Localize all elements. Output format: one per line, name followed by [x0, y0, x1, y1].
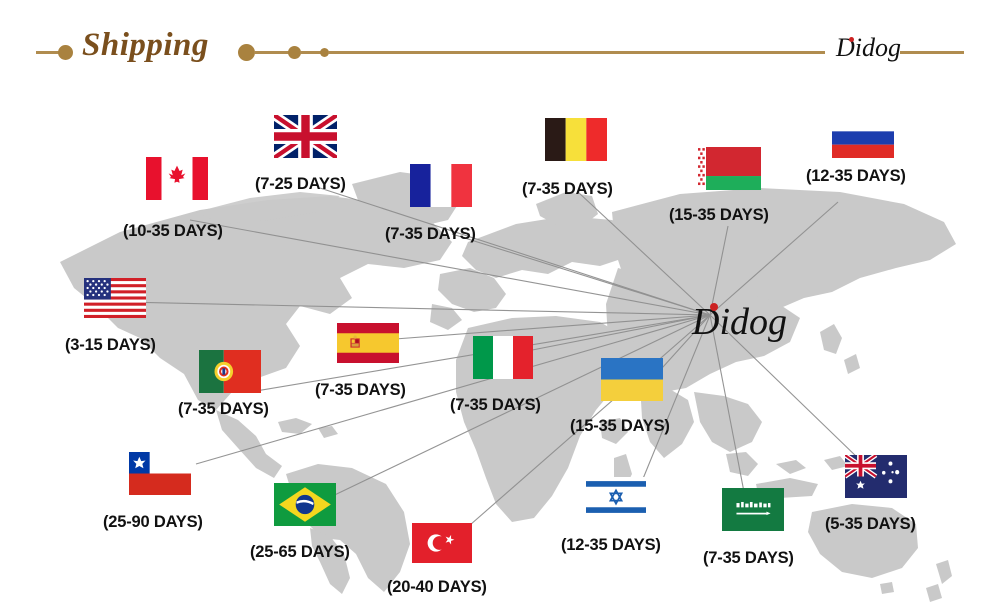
flag-chile — [129, 452, 191, 495]
days-label-brazil: (25-65 DAYS) — [250, 543, 350, 561]
flag-united-kingdom — [274, 115, 337, 158]
flag-canada — [146, 157, 208, 200]
days-label-portugal: (7-35 DAYS) — [178, 400, 269, 418]
route-line-belgium — [577, 191, 711, 316]
hub-accent-dot — [710, 303, 718, 311]
header-rule-mid-2 — [300, 51, 324, 54]
days-label-israel: (12-35 DAYS) — [561, 536, 661, 554]
flag-italy — [473, 336, 533, 379]
route-line-usa — [123, 301, 711, 316]
route-line-italy — [511, 314, 711, 355]
header-dot-2 — [238, 44, 255, 61]
days-label-belgium: (7-35 DAYS) — [522, 180, 613, 198]
days-label-saudi-arabia: (7-35 DAYS) — [703, 549, 794, 567]
flag-israel — [586, 477, 646, 517]
flag-brazil — [274, 483, 336, 526]
route-line-russia — [709, 201, 839, 316]
brand-logo-text: Didog — [836, 33, 901, 62]
flag-australia — [845, 455, 907, 498]
flag-france — [410, 164, 472, 207]
flag-turkey — [412, 523, 472, 563]
route-line-chile — [195, 314, 711, 465]
brand-logo: Didog — [836, 33, 901, 63]
route-line-israel — [639, 314, 711, 487]
hub-brand-text: Didog — [691, 301, 787, 343]
days-label-ukraine: (15-35 DAYS) — [570, 417, 670, 435]
days-label-spain: (7-35 DAYS) — [315, 381, 406, 399]
days-label-italy: (7-35 DAYS) — [450, 396, 541, 414]
page-title: Shipping — [82, 27, 209, 63]
days-label-france: (7-35 DAYS) — [385, 225, 476, 243]
header-rule-long — [328, 51, 825, 54]
flag-saudi-arabia — [722, 488, 784, 531]
header-dot-4 — [320, 48, 329, 57]
flag-ukraine — [601, 358, 663, 401]
route-line-saudi — [709, 314, 745, 493]
route-line-uk — [319, 187, 711, 316]
flag-belgium — [545, 118, 607, 161]
header-rule-mid-1 — [254, 51, 292, 54]
map-hub-marker: Didog — [691, 301, 787, 343]
days-label-united-kingdom: (7-25 DAYS) — [255, 175, 346, 193]
days-label-russia: (12-35 DAYS) — [806, 167, 906, 185]
header-dot-1 — [58, 45, 73, 60]
route-line-spain — [381, 314, 711, 341]
route-line-belarus — [709, 225, 729, 316]
header-rule-right — [900, 51, 964, 54]
page-header: Shipping Didog — [0, 0, 1000, 96]
route-line-australia — [709, 314, 861, 461]
shipping-route-lines — [123, 187, 861, 533]
days-label-australia: (5-35 DAYS) — [825, 515, 916, 533]
days-label-canada: (10-35 DAYS) — [123, 222, 223, 240]
route-line-turkey — [461, 314, 711, 533]
route-line-brazil — [319, 314, 711, 503]
days-label-united-states: (3-15 DAYS) — [65, 336, 156, 354]
flag-russia — [832, 118, 894, 158]
header-rule-left — [36, 51, 62, 54]
route-line-france — [451, 233, 711, 316]
days-label-chile: (25-90 DAYS) — [103, 513, 203, 531]
days-label-belarus: (15-35 DAYS) — [669, 206, 769, 224]
brand-accent-dot — [849, 37, 854, 42]
flag-portugal — [199, 350, 261, 393]
route-line-canada — [189, 219, 711, 316]
flag-belarus — [697, 147, 761, 190]
flag-spain — [337, 323, 399, 363]
header-dot-3 — [288, 46, 301, 59]
flag-united-states — [84, 278, 146, 318]
days-label-turkey: (20-40 DAYS) — [387, 578, 487, 596]
